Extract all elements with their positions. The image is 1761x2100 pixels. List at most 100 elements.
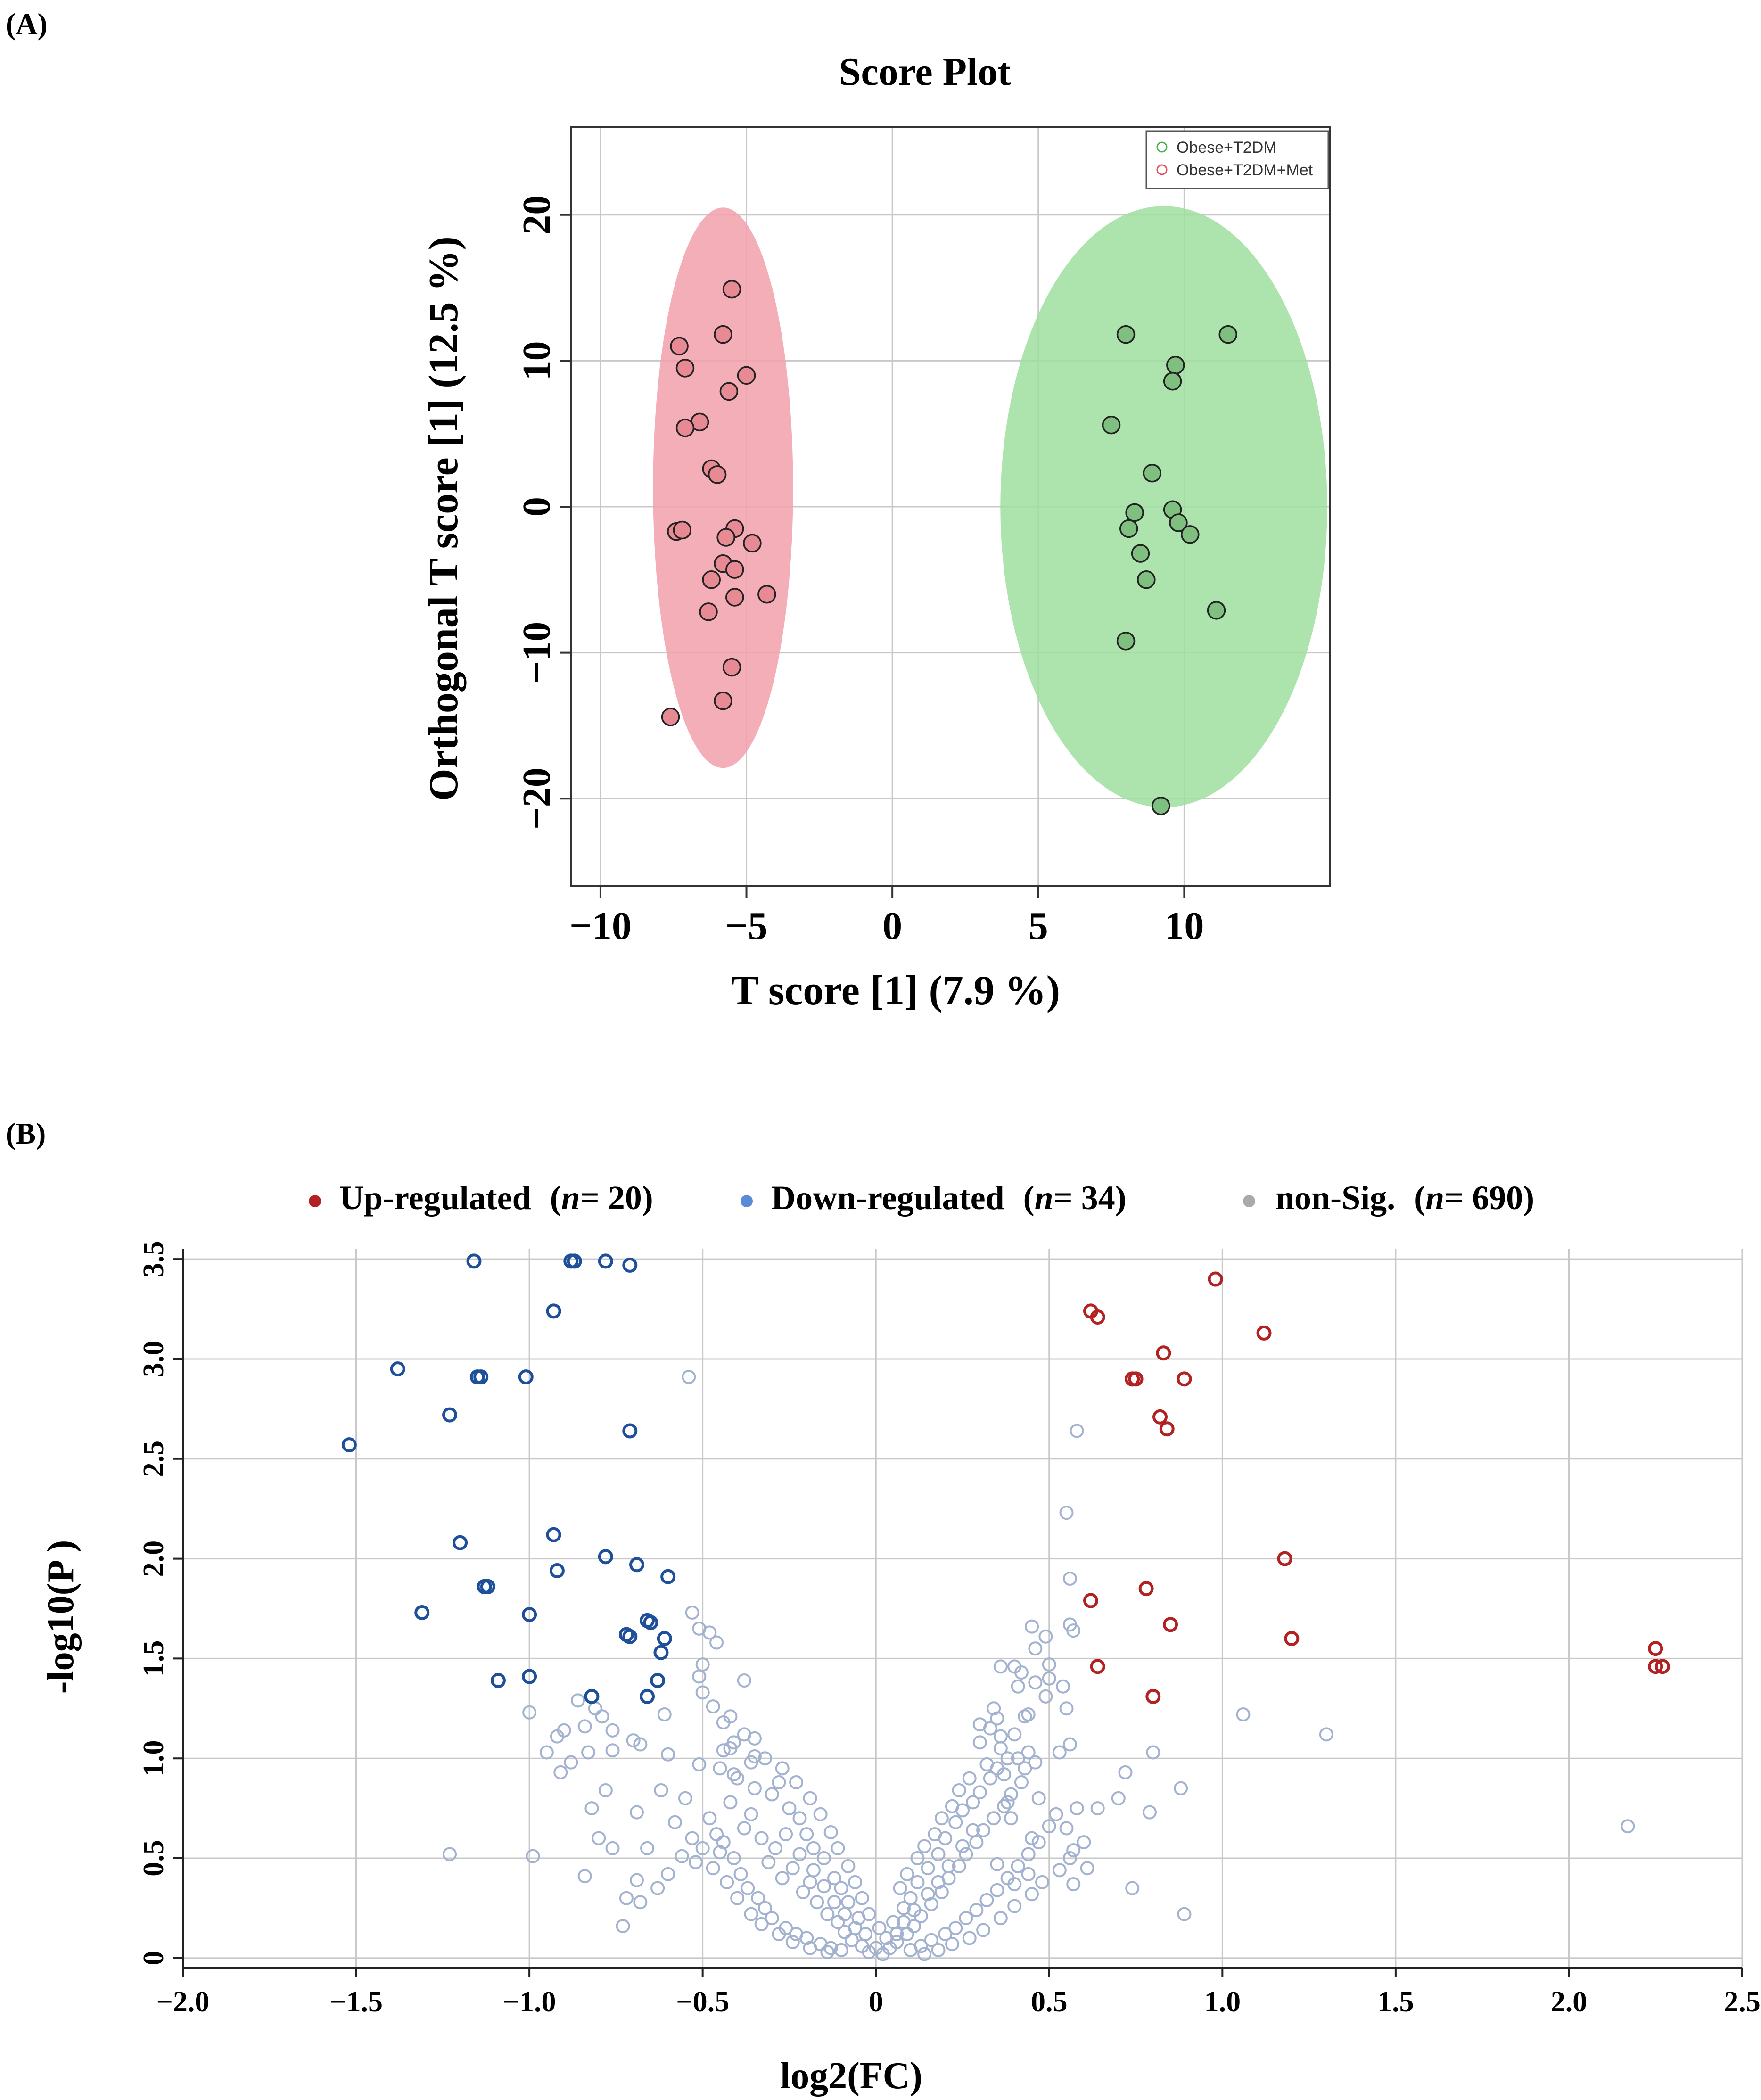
score-point-0-4 xyxy=(1102,415,1121,435)
volcano-point-2-174 xyxy=(757,1901,772,1915)
volcano-point-2-136 xyxy=(754,1831,769,1845)
volcano-point-2-135 xyxy=(744,1807,758,1821)
legend-label-obese-t2dm: Obese+T2DM xyxy=(1177,139,1277,156)
volcano-point-2-131 xyxy=(1000,1751,1015,1766)
volcano-point-2-51 xyxy=(581,1745,596,1760)
volcano-point-2-100 xyxy=(713,1845,727,1860)
score-point-0-15 xyxy=(1152,796,1170,815)
volcano-xtick-label-1: −1.5 xyxy=(329,1986,383,2018)
volcano-point-2-66 xyxy=(584,1801,599,1816)
volcano-xtick-label-7: 1.5 xyxy=(1377,1986,1414,2018)
volcano-xtick-label-2: −1.0 xyxy=(503,1986,556,2018)
volcano-point-2-91 xyxy=(650,1881,665,1895)
score-plot-legend-box xyxy=(1145,130,1329,189)
volcano-point-2-21 xyxy=(1028,1675,1043,1690)
volcano-point-2-10 xyxy=(709,1635,724,1650)
volcano-point-2-231 xyxy=(848,1875,863,1889)
volcano-point-2-168 xyxy=(709,1827,724,1842)
volcano-point-2-256 xyxy=(907,1903,922,1918)
volcano-point-2-223 xyxy=(757,1751,772,1766)
score-point-0-8 xyxy=(1169,513,1188,532)
volcano-xtick-label-9: 2.5 xyxy=(1724,1986,1761,2018)
volcano-point-2-159 xyxy=(952,1859,966,1873)
volcano-point-2-247 xyxy=(779,1827,793,1842)
volcano-point-2-173 xyxy=(751,1891,765,1905)
volcano-point-2-195 xyxy=(1042,1819,1056,1834)
volcano-point-2-95 xyxy=(616,1919,630,1934)
volcano-point-1-18 xyxy=(660,1569,676,1584)
volcano-point-2-242 xyxy=(952,1783,966,1797)
volcano-point-2-122 xyxy=(921,1861,935,1876)
score-point-1-1 xyxy=(714,325,732,344)
volcano-point-2-268 xyxy=(983,1721,997,1736)
volcano-point-2-74 xyxy=(1142,1805,1157,1820)
volcano-point-2-258 xyxy=(931,1875,946,1889)
volcano-point-2-145 xyxy=(831,1915,845,1929)
volcano-point-1-33 xyxy=(640,1688,655,1704)
score-point-0-6 xyxy=(1125,503,1144,522)
volcano-point-2-218 xyxy=(1035,1875,1050,1889)
volcano-point-2-167 xyxy=(702,1811,717,1826)
volcano-point-2-215 xyxy=(993,1911,1008,1926)
volcano-point-2-27 xyxy=(588,1701,602,1716)
volcano-point-2-255 xyxy=(897,1915,911,1929)
volcano-point-2-193 xyxy=(1021,1847,1036,1861)
volcano-point-2-9 xyxy=(1066,1623,1081,1638)
score-plot-x-axis-label: T score [1] (7.9 %) xyxy=(731,968,1060,1013)
volcano-point-2-32 xyxy=(1059,1701,1074,1716)
volcano-point-2-233 xyxy=(862,1907,876,1921)
volcano-point-2-188 xyxy=(969,1903,984,1918)
volcano-point-0-18 xyxy=(1090,1659,1105,1674)
volcano-point-2-20 xyxy=(737,1673,751,1688)
volcano-point-2-214 xyxy=(976,1923,991,1937)
score-point-1-5 xyxy=(719,382,739,401)
volcano-point-2-194 xyxy=(1031,1835,1046,1850)
volcano-point-2-29 xyxy=(522,1705,537,1720)
volcano-y-axis-label: -log10(P ) xyxy=(40,1540,82,1694)
legend-marker-obese-t2dm xyxy=(1156,141,1168,153)
volcano-point-2-3 xyxy=(1062,1571,1077,1586)
volcano-point-2-190 xyxy=(990,1883,1004,1897)
volcano-ytick-label-7: 3.5 xyxy=(138,1241,170,1277)
volcano-ytick-label-0: 0 xyxy=(138,1951,170,1965)
score-point-1-14 xyxy=(743,534,762,553)
legend-label-nonsig-count: = 690) xyxy=(1444,1179,1534,1217)
score-point-1-18 xyxy=(757,585,776,604)
volcano-point-2-246 xyxy=(1007,1727,1022,1742)
volcano-point-2-46 xyxy=(993,1729,1008,1744)
volcano-point-2-83 xyxy=(443,1847,457,1861)
panel-b-label: (B) xyxy=(6,1117,46,1150)
volcano-axes xyxy=(182,1249,1742,1969)
legend-label-up-text: Up-regulated xyxy=(339,1179,531,1217)
volcano-point-2-197 xyxy=(678,1791,692,1805)
volcano-point-2-77 xyxy=(640,1841,655,1855)
volcano-point-2-38 xyxy=(1021,1707,1036,1722)
volcano-point-2-232 xyxy=(855,1891,869,1905)
volcano-point-2-63 xyxy=(553,1765,568,1779)
volcano-point-2-157 xyxy=(934,1885,949,1900)
volcano-point-2-175 xyxy=(765,1911,779,1926)
volcano-point-2-98 xyxy=(688,1855,703,1869)
volcano-point-2-171 xyxy=(733,1867,748,1881)
volcano-point-2-109 xyxy=(806,1841,821,1855)
volcano-point-2-237 xyxy=(910,1851,925,1866)
volcano-point-2-1 xyxy=(1070,1424,1084,1438)
volcano-point-2-199 xyxy=(685,1831,699,1845)
score-point-0-2 xyxy=(1166,355,1185,375)
volcano-point-2-73 xyxy=(1090,1801,1105,1816)
volcano-point-2-82 xyxy=(1025,1831,1039,1845)
volcano-point-2-76 xyxy=(592,1831,606,1845)
volcano-point-2-170 xyxy=(726,1851,741,1866)
volcano-point-0-17 xyxy=(1654,1659,1670,1674)
volcano-point-1-31 xyxy=(650,1673,666,1688)
volcano-point-2-252 xyxy=(838,1907,852,1921)
volcano-point-2-244 xyxy=(979,1757,994,1771)
volcano-point-2-120 xyxy=(903,1891,918,1905)
volcano-point-2-31 xyxy=(987,1701,1001,1716)
volcano-point-2-56 xyxy=(1052,1745,1067,1760)
volcano-point-2-152 xyxy=(889,1935,904,1949)
volcano-point-2-262 xyxy=(723,1741,738,1756)
volcano-point-1-8 xyxy=(473,1369,489,1385)
score-point-0-12 xyxy=(1137,570,1156,589)
